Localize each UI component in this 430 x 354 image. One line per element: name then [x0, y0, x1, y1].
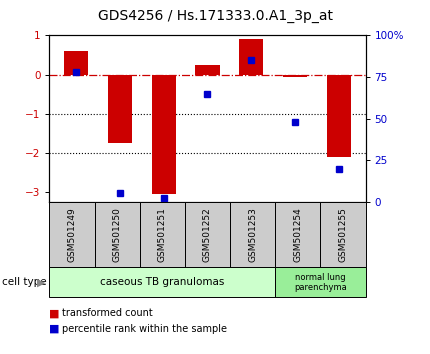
Text: GSM501255: GSM501255 — [338, 207, 347, 262]
Text: ▶: ▶ — [37, 277, 46, 287]
Text: percentile rank within the sample: percentile rank within the sample — [62, 324, 227, 333]
Text: GSM501250: GSM501250 — [113, 207, 122, 262]
Text: normal lung
parenchyma: normal lung parenchyma — [294, 273, 347, 292]
Bar — [327, 75, 351, 157]
Text: GSM501253: GSM501253 — [248, 207, 257, 262]
Text: cell type: cell type — [2, 277, 47, 287]
Text: caseous TB granulomas: caseous TB granulomas — [100, 277, 224, 287]
Text: GDS4256 / Hs.171333.0.A1_3p_at: GDS4256 / Hs.171333.0.A1_3p_at — [98, 9, 332, 23]
Text: GSM501249: GSM501249 — [68, 207, 77, 262]
Bar — [195, 65, 220, 75]
Text: GSM501252: GSM501252 — [203, 207, 212, 262]
Bar — [239, 39, 264, 75]
Text: transformed count: transformed count — [62, 308, 153, 318]
Text: GSM501251: GSM501251 — [158, 207, 167, 262]
Text: ■: ■ — [49, 308, 60, 318]
Bar — [283, 75, 307, 76]
Text: ■: ■ — [49, 324, 60, 333]
Bar — [108, 75, 132, 143]
Text: GSM501254: GSM501254 — [293, 207, 302, 262]
Bar — [151, 75, 176, 194]
Bar — [64, 51, 88, 75]
